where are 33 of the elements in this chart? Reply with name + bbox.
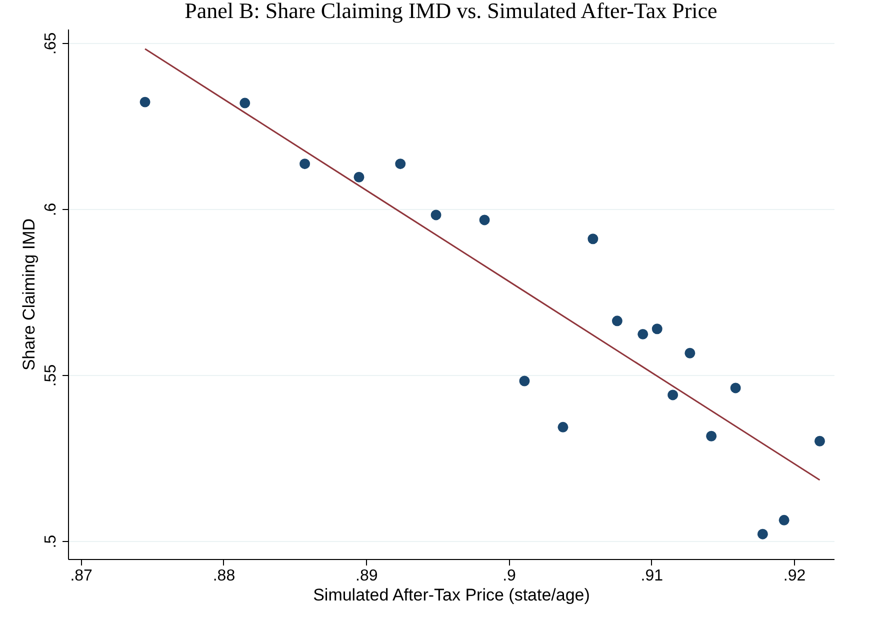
point (588, 234, 598, 244)
point (730, 382, 741, 394)
x-tick-label: .9 (502, 568, 516, 584)
point (240, 98, 250, 108)
y-tick-label: .6 (42, 202, 60, 216)
point (140, 96, 150, 108)
point (558, 422, 568, 432)
y-tick-label: .65 (42, 32, 60, 55)
y-tick-label: .55 (42, 364, 60, 387)
y-tick-label: .5 (42, 534, 60, 548)
point (300, 158, 310, 170)
x-tick-label: .87 (70, 568, 93, 584)
point (814, 436, 825, 446)
point (395, 158, 406, 170)
x-tick-label: .88 (212, 568, 236, 584)
point (684, 348, 696, 358)
point (706, 430, 717, 442)
x-tick-label: .92 (783, 568, 806, 584)
point (354, 172, 364, 182)
x-axis-title: Simulated After-Tax Price (state/age) (313, 586, 590, 604)
point (778, 514, 790, 526)
point (519, 376, 530, 386)
x-tick-label: .91 (640, 568, 664, 584)
point (430, 210, 442, 220)
chart-title: Panel B: Share Claiming IMD vs. Simulated After-Tax Price (184, 0, 718, 23)
point (638, 328, 648, 340)
y-axis-title: Share Claiming IMD (20, 218, 38, 371)
point (668, 390, 678, 400)
point (479, 214, 490, 226)
point (652, 324, 662, 334)
x-tick-label: .89 (356, 568, 378, 584)
point (612, 316, 622, 326)
point (757, 528, 768, 540)
